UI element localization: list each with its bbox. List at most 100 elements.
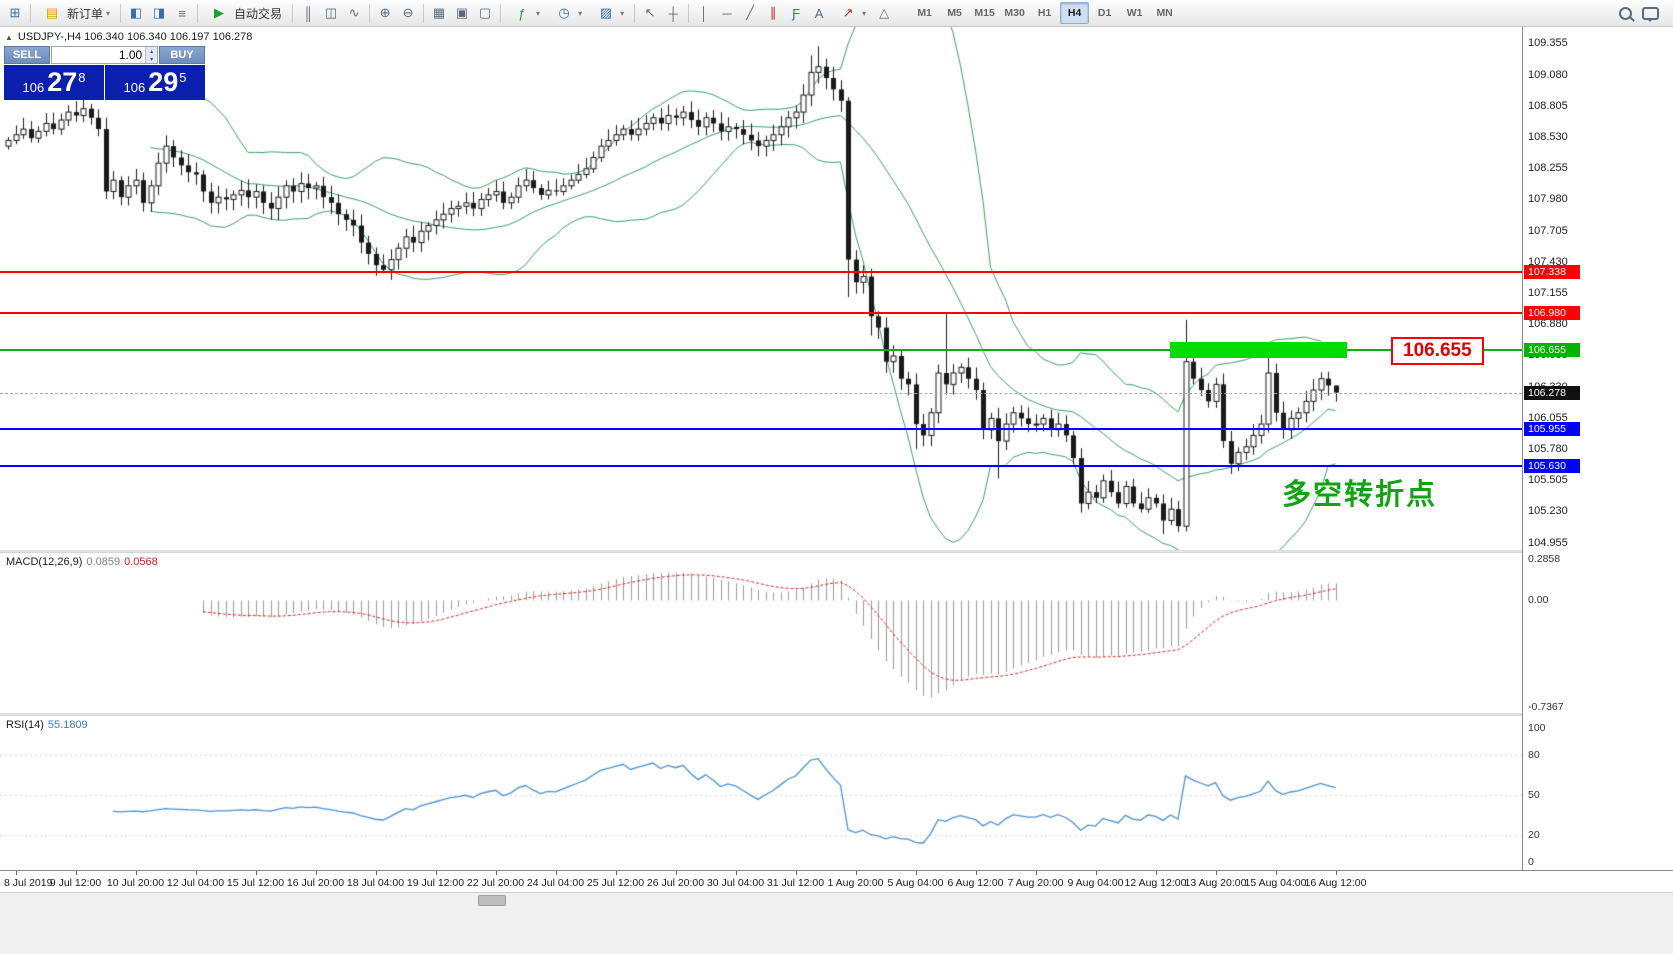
- new-order-button[interactable]: ▤ 新订单 ▾: [35, 3, 116, 24]
- time-axis-label: 12 Jul 04:00: [166, 877, 225, 889]
- tile-windows-icon[interactable]: ▦: [432, 5, 446, 20]
- time-axis-tick-mark: [75, 871, 77, 875]
- line-chart-icon[interactable]: ∿: [348, 5, 360, 20]
- time-axis[interactable]: 8 Jul 2019 9 Jul 12:00 10 Jul 20:00 12 Jul …: [0, 870, 1673, 892]
- price-axis[interactable]: 107.338 106.980 106.655 105.955 105.630 106.2…: [1522, 27, 1673, 870]
- sell-button[interactable]: SELL: [4, 46, 50, 64]
- price-axis-tick: 108.255: [1528, 162, 1568, 175]
- volume-increase-button[interactable]: ▴: [146, 47, 157, 55]
- horizontal-line-105.630[interactable]: [0, 465, 1522, 468]
- data-window-icon[interactable]: ◨: [152, 5, 166, 20]
- price-level-callout[interactable]: 106.655: [1391, 337, 1484, 365]
- time-axis-label: 13 Aug 20:00: [1184, 877, 1247, 889]
- timeframe-button-d1[interactable]: D1: [1097, 7, 1112, 19]
- horizontal-scrollbar[interactable]: [0, 892, 1673, 906]
- price-tag: 105.630: [1524, 459, 1580, 474]
- time-axis-tick-mark: [555, 871, 557, 875]
- macd-value-signal: 0.0568: [124, 556, 158, 568]
- panel-splitter[interactable]: [0, 550, 1673, 553]
- chart-annotation-text[interactable]: 多空转折点: [1282, 479, 1438, 511]
- shapes-tool-icon[interactable]: △: [879, 5, 890, 20]
- zoom-out-icon[interactable]: ⊖: [402, 5, 414, 20]
- horizontal-line-106.980[interactable]: [0, 311, 1522, 314]
- time-axis-tick-mark: [135, 871, 137, 875]
- bar-chart-icon[interactable]: ║: [303, 5, 313, 21]
- time-axis-tick-mark: [1155, 871, 1157, 875]
- horizontal-line-105.955[interactable]: [0, 428, 1522, 431]
- candlestick-chart-icon[interactable]: ◫: [324, 5, 338, 20]
- buy-button[interactable]: BUY: [159, 46, 205, 64]
- buy-price-display[interactable]: 106 29 5: [105, 65, 205, 100]
- autotrading-button[interactable]: ▶ 自动交易: [202, 3, 288, 24]
- price-chart-canvas[interactable]: [0, 27, 1522, 550]
- timeframe-button-h1[interactable]: H1: [1037, 7, 1052, 19]
- indicators-button[interactable]: ƒ ▾: [505, 3, 546, 24]
- time-axis-label: 30 Jul 04:00: [706, 877, 765, 889]
- crosshair-icon[interactable]: ┼: [668, 5, 678, 21]
- collapse-trade-panel-icon[interactable]: ▲: [5, 32, 13, 42]
- panel-splitter[interactable]: [0, 713, 1673, 716]
- sell-price-display[interactable]: 106 27 8: [4, 65, 104, 100]
- time-axis-tick-mark: [735, 871, 737, 875]
- chevron-down-icon: ▾: [862, 8, 867, 18]
- time-axis-tick-mark: [675, 871, 677, 875]
- time-axis-tick-mark: [315, 871, 317, 875]
- toolbar-separator: [30, 3, 31, 23]
- time-axis-tick-mark: [195, 871, 197, 875]
- trendline-tool-icon[interactable]: ╱: [746, 5, 754, 20]
- arrows-tool-button[interactable]: ↗ ▾: [831, 3, 872, 24]
- horizontal-line-107.338[interactable]: [0, 271, 1522, 274]
- fibonacci-tool-icon[interactable]: Ƒ: [792, 5, 801, 21]
- macd-panel[interactable]: MACD(12,26,9) 0.0859 0.0568: [0, 553, 1522, 713]
- timeframe-button-mn[interactable]: MN: [1156, 7, 1173, 19]
- timeframe-button-m30[interactable]: M30: [1004, 7, 1025, 19]
- chart-ohlc-header: ▲ USDJPY-,H4 106.340 106.340 106.197 106…: [5, 31, 252, 43]
- rsi-axis-tick: 0: [1528, 856, 1534, 868]
- text-tool-icon[interactable]: A: [814, 5, 824, 21]
- vertical-line-tool-icon[interactable]: │: [700, 5, 709, 21]
- search-icon[interactable]: [1619, 6, 1632, 20]
- market-watch-icon[interactable]: ◧: [129, 5, 143, 20]
- rsi-name: RSI(14): [6, 719, 44, 731]
- cursor-icon[interactable]: ↖: [644, 5, 656, 20]
- timeframe-button-h4[interactable]: H4: [1060, 2, 1090, 24]
- chart-shift-icon[interactable]: ▢: [478, 5, 492, 20]
- zoom-in-icon[interactable]: ⊕: [379, 5, 391, 20]
- horizontal-line-tool-icon[interactable]: ─: [722, 5, 732, 21]
- navigator-icon[interactable]: ≡: [178, 5, 186, 21]
- auto-arrange-icon[interactable]: ▣: [455, 5, 469, 20]
- timeframe-button-w1[interactable]: W1: [1126, 7, 1143, 19]
- periods-button[interactable]: ◷ ▾: [547, 3, 588, 24]
- time-axis-label: 15 Aug 04:00: [1244, 877, 1307, 889]
- price-axis-tick: 106.880: [1528, 318, 1568, 331]
- price-axis-tick: 107.430: [1528, 255, 1568, 268]
- supply-zone-rectangle[interactable]: [1170, 341, 1347, 358]
- sell-price-prefix: 106: [22, 79, 45, 95]
- rsi-canvas[interactable]: [0, 716, 1522, 870]
- templates-button[interactable]: ▨ ▾: [589, 3, 630, 24]
- new-chart-icon[interactable]: ⊞: [9, 5, 21, 20]
- volume-input[interactable]: [52, 47, 146, 63]
- time-axis-tick-mark: [495, 871, 497, 875]
- macd-canvas[interactable]: [0, 553, 1522, 713]
- volume-decrease-button[interactable]: ▾: [146, 55, 157, 63]
- time-axis-label: 25 Jul 12:00: [586, 877, 645, 889]
- price-chart-panel[interactable]: ▲ USDJPY-,H4 106.340 106.340 106.197 106…: [0, 27, 1522, 550]
- timeframe-button-m5[interactable]: M5: [947, 7, 962, 19]
- channel-tool-icon[interactable]: ∥: [769, 5, 777, 20]
- macd-axis-tick: 0.2858: [1528, 553, 1561, 565]
- rsi-label: RSI(14) 55.1809: [6, 719, 88, 731]
- time-axis-label: 5 Aug 04:00: [887, 877, 944, 889]
- scrollbar-thumb[interactable]: [478, 895, 506, 906]
- time-axis-tick-mark: [375, 871, 377, 875]
- chat-icon[interactable]: [1642, 6, 1659, 22]
- timeframe-button-m1[interactable]: M1: [917, 7, 932, 19]
- volume-stepper: ▴ ▾: [51, 46, 158, 64]
- periods-clock-icon: ◷: [558, 5, 570, 20]
- time-axis-tick-mark: [255, 871, 257, 875]
- time-axis-label: 12 Aug 12:00: [1124, 877, 1187, 889]
- horizontal-line-106.655[interactable]: [0, 348, 1522, 351]
- rsi-panel[interactable]: RSI(14) 55.1809: [0, 716, 1522, 870]
- timeframe-button-m15[interactable]: M15: [974, 7, 995, 19]
- toolbar-separator: [634, 3, 636, 23]
